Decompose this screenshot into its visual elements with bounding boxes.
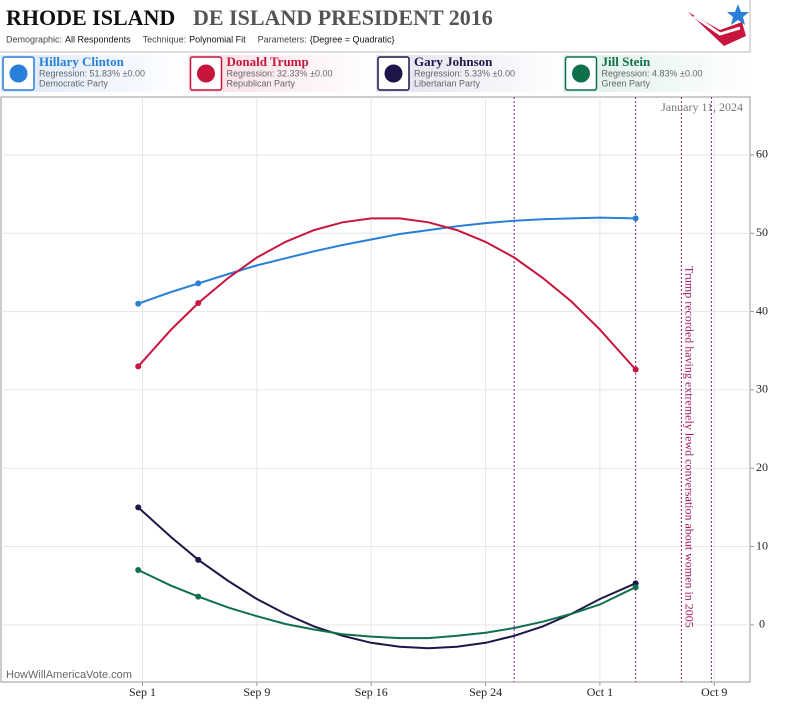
legend-icon-mark bbox=[384, 64, 403, 83]
legend-icon-mark bbox=[197, 64, 215, 83]
annotation: Trump recorded having extremely lewd con… bbox=[683, 266, 697, 628]
events: Trump recorded having extremely lewd con… bbox=[513, 97, 712, 682]
series-line bbox=[137, 506, 637, 650]
x-tick-label: Sep 9 bbox=[243, 685, 270, 699]
meta-label: Technique: bbox=[143, 34, 187, 44]
poll-point bbox=[632, 215, 639, 222]
series-line bbox=[137, 216, 636, 305]
poll-point bbox=[195, 593, 202, 600]
legend-regression: Regression: 32.33% ±0.00 bbox=[227, 68, 333, 78]
source: HowWillAmericaVote.com bbox=[6, 669, 132, 681]
poll-point bbox=[632, 584, 639, 591]
legend-party: Republican Party bbox=[227, 78, 296, 88]
legend-regression: Regression: 4.83% ±0.00 bbox=[602, 68, 703, 78]
poll-point bbox=[195, 280, 202, 287]
x-tick-label: Oct 1 bbox=[587, 685, 613, 699]
meta-label: Demographic: bbox=[6, 34, 62, 44]
legend-name: Hillary Clinton bbox=[39, 54, 125, 69]
grid: 0 10 20 30 40 50 60 Sep 1 Sep 9 Sep 16 Sep 24 Oct 1… bbox=[1, 97, 768, 699]
y-tick-label: 0 bbox=[759, 617, 765, 631]
legend-name: Jill Stein bbox=[602, 54, 652, 69]
x-tick-label: Sep 1 bbox=[129, 685, 156, 699]
meta-value: Polynomial Fit bbox=[189, 34, 246, 44]
date: January 11, 2024 bbox=[661, 100, 743, 114]
poll-point bbox=[135, 504, 142, 511]
legend-party: Libertarian Party bbox=[414, 78, 481, 88]
meta-value: All Respondents bbox=[65, 34, 131, 44]
poll-point bbox=[135, 363, 142, 370]
x-tick-label: Sep 16 bbox=[355, 685, 388, 699]
legend-name: Gary Johnson bbox=[414, 54, 493, 69]
meta-label: Parameters: bbox=[258, 34, 307, 44]
y-tick-label: 30 bbox=[756, 382, 768, 396]
chart-title: RHODE ISLAND bbox=[6, 5, 175, 30]
poll-point bbox=[632, 366, 639, 373]
legend-party: Democratic Party bbox=[39, 78, 109, 88]
legend-party: Green Party bbox=[602, 78, 651, 88]
chart-title-suffix: DE ISLAND PRESIDENT 2016 bbox=[193, 5, 493, 30]
logo bbox=[688, 4, 749, 46]
y-tick-label: 60 bbox=[756, 147, 768, 161]
legend-name: Donald Trump bbox=[227, 54, 309, 69]
lines bbox=[135, 215, 639, 650]
x-tick-label: Sep 24 bbox=[469, 685, 502, 699]
legend-icon-mark bbox=[572, 64, 590, 83]
legend-regression: Regression: 5.33% ±0.00 bbox=[414, 68, 515, 78]
series-line bbox=[137, 569, 637, 640]
y-tick-label: 50 bbox=[756, 225, 768, 239]
y-tick-label: 20 bbox=[756, 460, 768, 474]
y-tick-label: 40 bbox=[756, 303, 768, 317]
legend-icon-mark bbox=[9, 64, 28, 83]
poll-point bbox=[195, 556, 202, 563]
meta-value: {Degree = Quadratic} bbox=[310, 34, 395, 44]
poll-point bbox=[195, 299, 202, 306]
x-tick-label: Oct 9 bbox=[701, 685, 727, 699]
poll-point bbox=[135, 300, 142, 307]
legend-regression: Regression: 51.83% ±0.00 bbox=[39, 68, 145, 78]
y-tick-label: 10 bbox=[756, 538, 768, 552]
series-line bbox=[137, 217, 637, 371]
poll-point bbox=[135, 567, 142, 574]
